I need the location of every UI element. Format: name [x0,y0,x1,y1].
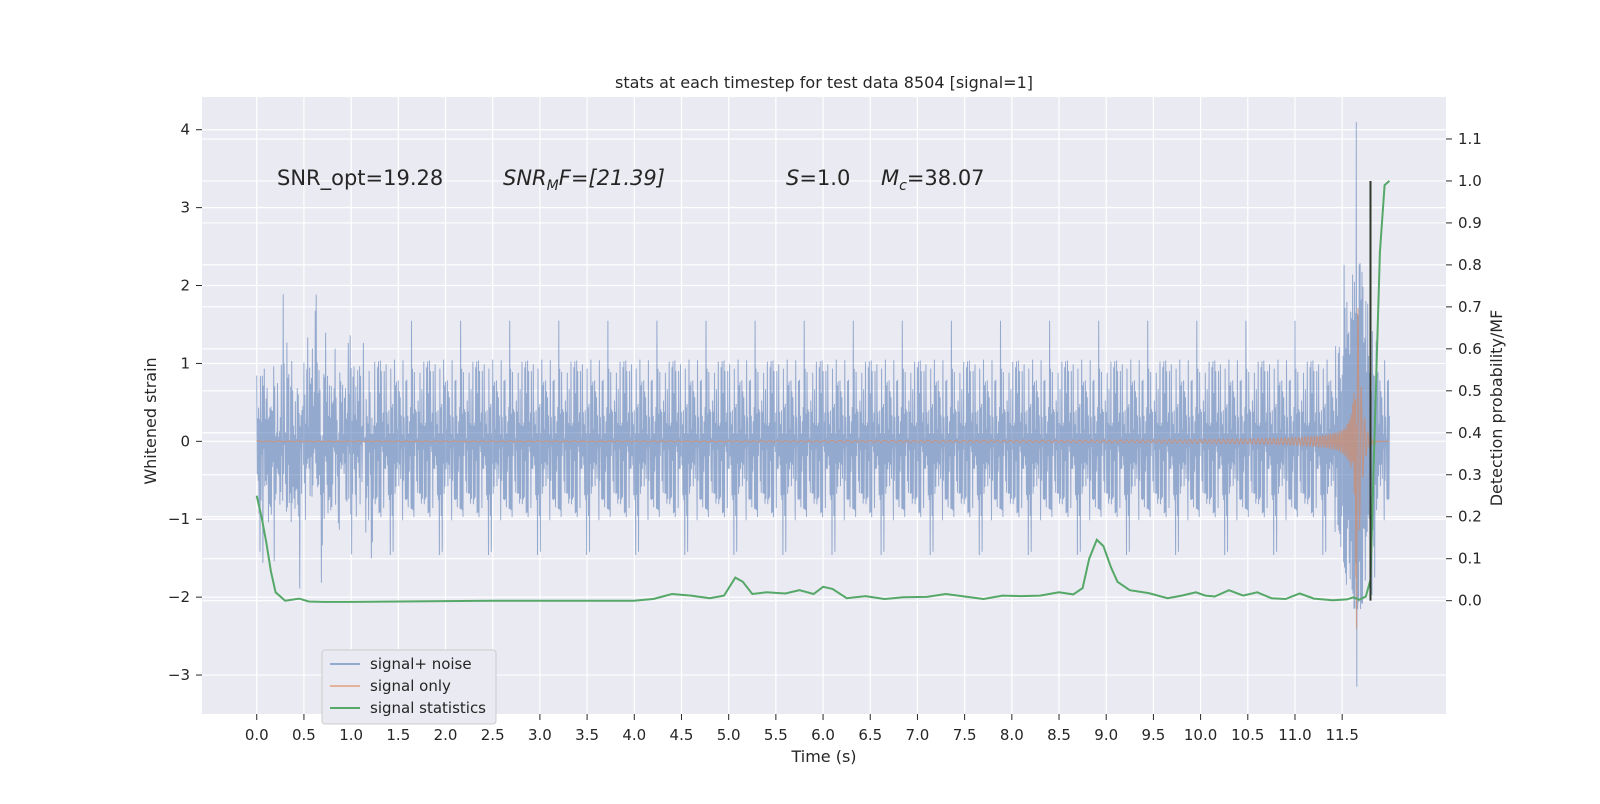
x-tick-label: 10.0 [1184,726,1217,744]
y-left-tick-label: 3 [180,199,190,217]
legend-label-signal-only: signal only [370,677,451,695]
grid-layer [202,97,1446,714]
x-tick-label: 9.5 [1141,726,1165,744]
x-axis-label: Time (s) [790,747,856,766]
plot-background [202,97,1446,714]
x-tick-label: 6.0 [811,726,835,744]
x-tick-label: 8.0 [1000,726,1024,744]
x-tick-label: 1.0 [339,726,363,744]
annotation-snr-opt: SNR_opt=19.28 [277,166,443,191]
annotation-mc-rest: =38.07 [907,166,985,190]
y-right-tick-label: 0.9 [1458,214,1482,232]
legend-label-signal-noise: signal+ noise [370,655,472,673]
x-tick-label: 7.0 [906,726,930,744]
x-tick-label: 3.0 [528,726,552,744]
x-tick-label: 6.5 [858,726,882,744]
x-tick-label: 7.5 [953,726,977,744]
x-tick-label: 2.0 [434,726,458,744]
y-right-tick-label: 0.8 [1458,256,1482,274]
x-tick-label: 11.0 [1278,726,1311,744]
x-tick-label: 8.5 [1047,726,1071,744]
annotation-mc-main: M [881,166,899,190]
annotation-s: S=1.0 [786,166,850,190]
y-right-tick-label: 0.4 [1458,424,1482,442]
annotation-snr-mf-rest: F=[21.39] [559,166,665,190]
y-right-tick-label: 0.7 [1458,298,1482,316]
y-right-tick-label: 0.5 [1458,382,1482,400]
x-tick-label: 5.0 [717,726,741,744]
x-tick-label: 3.5 [575,726,599,744]
y-right-tick-label: 0.6 [1458,340,1482,358]
y-left-tick-label: 4 [180,121,190,139]
y-left-tick-label: −1 [168,510,190,528]
tick-layer: 0.0 0.5 1.0 1.5 2.0 2.5 3.0 3.5 4.0 4.5 5.0 5.5 6.0 6… [168,121,1482,744]
annotation-mc: Mc=38.07 [881,166,985,194]
legend-box [321,649,497,725]
x-tick-label: 10.5 [1231,726,1264,744]
y-right-tick-label: 1.1 [1458,130,1482,148]
y-axis-label-right: Detection probability/MF [1487,310,1506,507]
x-tick-label: 11.5 [1325,726,1358,744]
y-axis-label-left: Whitened strain [141,357,160,484]
y-left-tick-label: 0 [180,432,190,450]
y-left-tick-label: −2 [168,588,190,606]
legend: signal+ noise signal only signal statist… [321,649,497,725]
annotation-s-main: S [786,166,799,190]
y-left-tick-label: 2 [180,277,190,295]
y-right-tick-label: 1.0 [1458,172,1482,190]
x-tick-label: 1.5 [386,726,410,744]
y-left-tick-label: −3 [168,666,190,684]
legend-label-signal-statistics: signal statistics [370,699,486,717]
y-right-tick-label: 0.1 [1458,550,1482,568]
y-right-tick-label: 0.2 [1458,508,1482,526]
x-tick-label: 2.5 [481,726,505,744]
y-right-tick-label: 0.0 [1458,592,1482,610]
chart-title: stats at each timestep for test data 850… [615,73,1033,92]
x-tick-label: 5.5 [764,726,788,744]
series-layer [255,121,1391,687]
series-signal-statistics-line [255,180,1391,603]
y-left-tick-label: 1 [180,354,190,372]
x-tick-label: 9.0 [1094,726,1118,744]
annotation-s-rest: =1.0 [799,166,850,190]
annotation-snr-mf-sub: M [547,178,559,194]
x-tick-label: 0.5 [292,726,316,744]
x-tick-label: 0.0 [245,726,269,744]
annotation-snr-mf-main: SNR [503,166,547,190]
x-tick-label: 4.5 [670,726,694,744]
series-signal-noise-line [256,121,1390,687]
y-right-tick-label: 0.3 [1458,466,1482,484]
annotation-mc-sub: c [899,178,907,194]
series-signal-only-line [256,307,1390,629]
x-tick-label: 4.0 [622,726,646,744]
annotation-snr-mf: SNRMF=[21.39] [503,166,665,194]
